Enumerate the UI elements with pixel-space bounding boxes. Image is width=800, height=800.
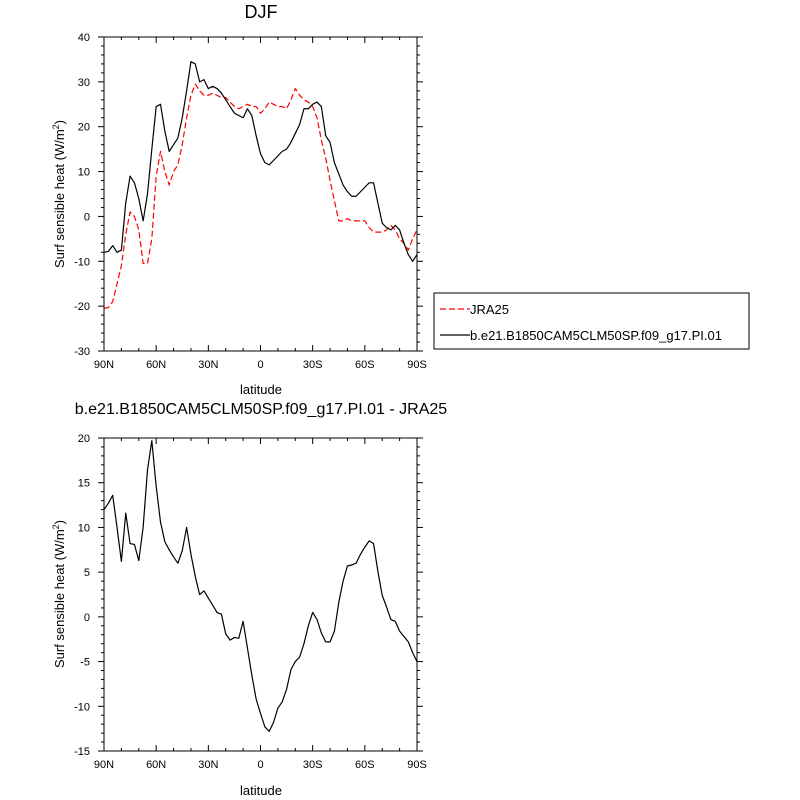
top-chart-ytick-label: 0 bbox=[84, 211, 90, 223]
bottom-chart-ytick-label: 20 bbox=[78, 433, 90, 445]
bottom-chart-xtick-label: 60S bbox=[355, 759, 375, 771]
bottom-chart-xtick-label: 60N bbox=[146, 759, 166, 771]
top-chart-ytick-label: 10 bbox=[78, 167, 90, 179]
chart-legend: JRA25 b.e21.B1850CAM5CLM50SP.f09_g17.PI.… bbox=[433, 292, 750, 350]
bottom-chart-xtick-labels: 90N 60N 30N 0 30S 60S 90S bbox=[94, 759, 427, 771]
legend-label-model: b.e21.B1850CAM5CLM50SP.f09_g17.PI.01 bbox=[470, 328, 722, 343]
bottom-chart-xlabel: latitude bbox=[240, 783, 282, 798]
bottom-chart-xtick-label: 30S bbox=[303, 759, 323, 771]
bottom-chart-title: b.e21.B1850CAM5CLM50SP.f09_g17.PI.01 - J… bbox=[75, 401, 447, 418]
top-chart-ytick-label: -20 bbox=[74, 301, 90, 313]
bottom-chart-ylabel: Surf sensible heat (W/m2) bbox=[51, 520, 67, 668]
legend-label-jra25: JRA25 bbox=[470, 302, 509, 317]
bottom-chart-ylabel-main: Surf sensible heat (W/m bbox=[52, 529, 67, 668]
bottom-chart-frame bbox=[103, 437, 418, 752]
top-chart-xtick-label: 60S bbox=[355, 359, 375, 371]
legend-box bbox=[433, 292, 750, 350]
top-chart-xlabel: latitude bbox=[240, 382, 282, 397]
bottom-chart-series-line-difference bbox=[103, 440, 418, 732]
bottom-chart: b.e21.B1850CAM5CLM50SP.f09_g17.PI.01 - J… bbox=[51, 401, 447, 798]
top-chart-xtick-label: 0 bbox=[257, 359, 263, 371]
bottom-chart-ytick-labels: -15 -10 -5 0 5 10 15 20 bbox=[74, 433, 90, 758]
top-chart-ylabel-main: Surf sensible heat (W/m bbox=[52, 129, 67, 268]
bottom-chart-xtick-label: 30N bbox=[198, 759, 218, 771]
bottom-chart-ytick-label: 15 bbox=[78, 478, 90, 490]
top-chart-series-line-model bbox=[103, 61, 418, 262]
bottom-chart-ytick-label: 0 bbox=[84, 612, 90, 624]
top-chart-title: DJF bbox=[245, 2, 278, 22]
top-chart-xtick-label: 30S bbox=[303, 359, 323, 371]
bottom-chart-series bbox=[103, 440, 418, 732]
top-chart-ytick-label: -10 bbox=[74, 256, 90, 268]
top-chart-xtick-labels: 90N 60N 30N 0 30S 60S 90S bbox=[94, 359, 427, 371]
top-chart-series-line-jra25 bbox=[103, 83, 418, 309]
bottom-chart-xtick-label: 90N bbox=[94, 759, 114, 771]
bottom-chart-ytick-label: 5 bbox=[84, 567, 90, 579]
top-chart-xtick-label: 60N bbox=[146, 359, 166, 371]
bottom-chart-ylabel-superscript: 2 bbox=[51, 524, 61, 529]
top-chart-xtick-label: 90N bbox=[94, 359, 114, 371]
top-chart-frame bbox=[103, 36, 418, 352]
top-chart-xtick-label: 90S bbox=[407, 359, 427, 371]
top-chart-ytick-label: -30 bbox=[74, 346, 90, 358]
bottom-chart-ylabel-close: ) bbox=[52, 520, 67, 524]
bottom-chart-ytick-label: -5 bbox=[80, 657, 90, 669]
top-chart-ytick-label: 30 bbox=[78, 77, 90, 89]
top-chart-ytick-label: 20 bbox=[78, 122, 90, 134]
top-chart-ytick-labels: -30 -20 -10 0 10 20 30 40 bbox=[74, 32, 90, 358]
bottom-chart-ytick-label: -15 bbox=[74, 746, 90, 758]
top-chart-xtick-label: 30N bbox=[198, 359, 218, 371]
top-chart-ytick-label: 40 bbox=[78, 32, 90, 44]
bottom-chart-xtick-label: 0 bbox=[257, 759, 263, 771]
bottom-chart-xtick-label: 90S bbox=[407, 759, 427, 771]
top-chart-gridlines-ticks bbox=[98, 36, 423, 352]
top-chart-ylabel-superscript: 2 bbox=[51, 124, 61, 129]
bottom-chart-ytick-label: 10 bbox=[78, 522, 90, 534]
bottom-chart-ytick-label: -10 bbox=[74, 701, 90, 713]
top-chart-ylabel-close: ) bbox=[52, 120, 67, 124]
top-chart: DJF 90N 60N 30N 0 30S 60S 90S -30 -20 -10 0 10 20 30… bbox=[51, 2, 750, 397]
top-chart-series bbox=[103, 61, 418, 309]
top-chart-ylabel: Surf sensible heat (W/m2) bbox=[51, 120, 67, 268]
